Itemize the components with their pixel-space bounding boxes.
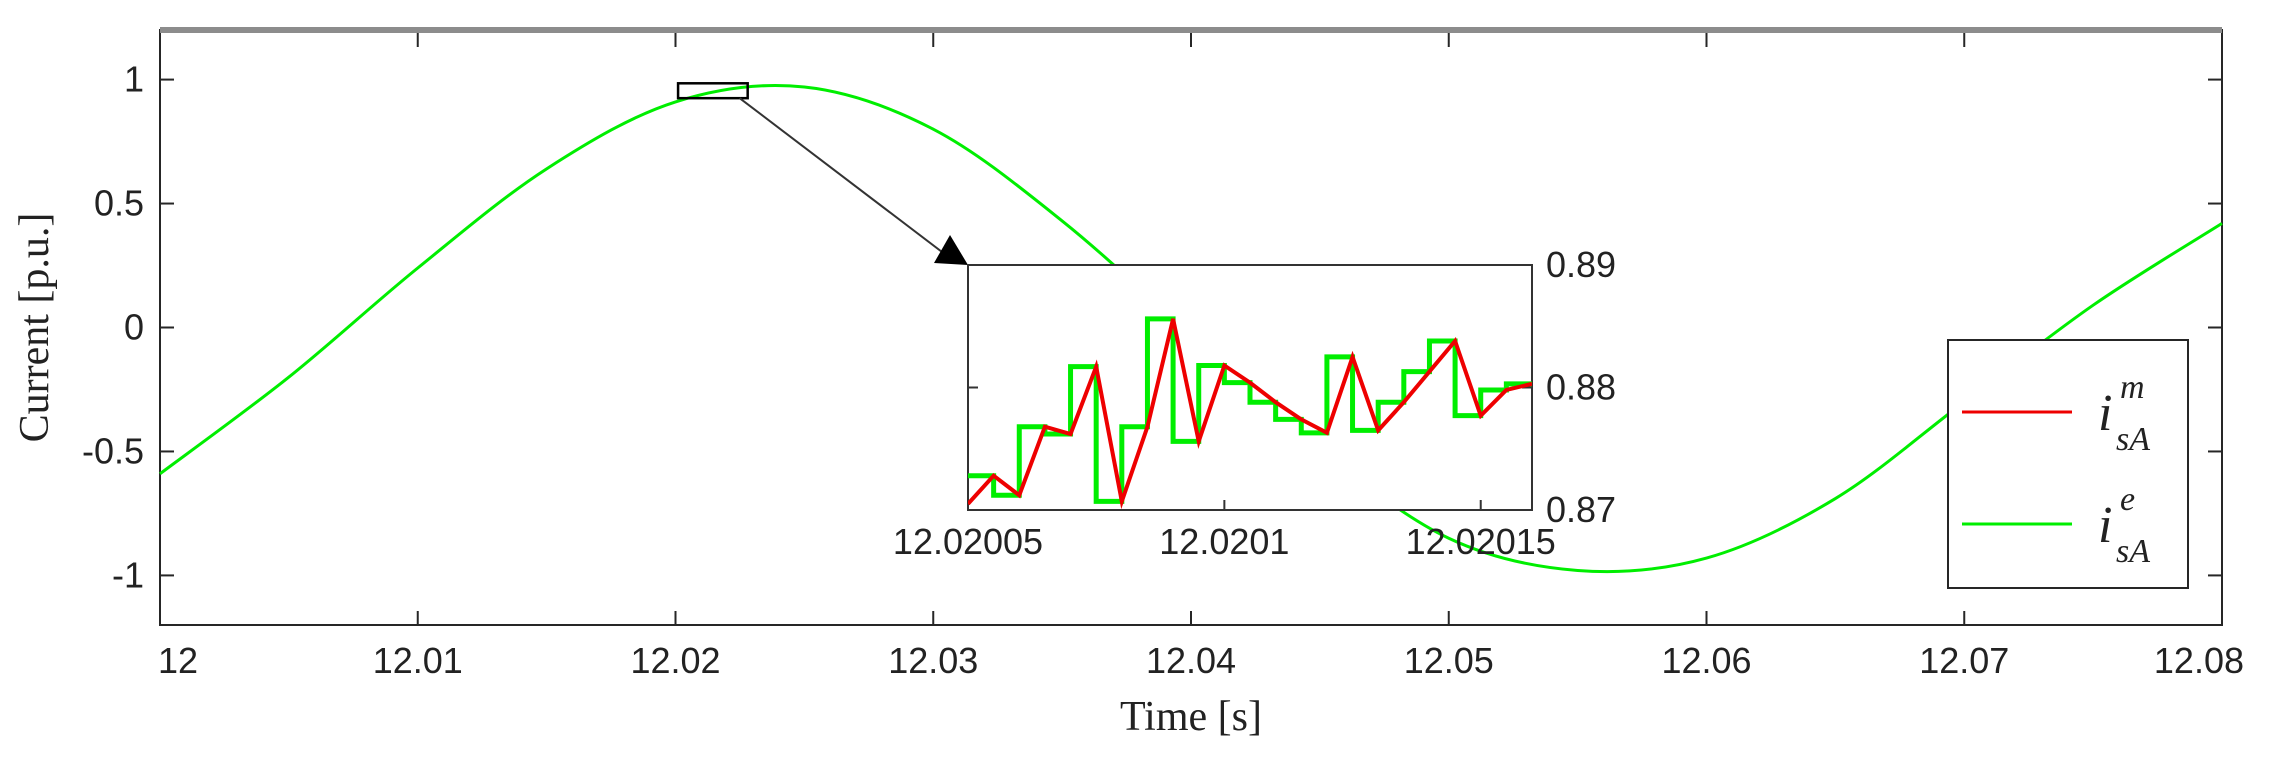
inset-plot: 0.87 0.88 0.89 12.02005 12.0201 12.02015 [893, 244, 1616, 562]
inset-y-tick-label: 0.88 [1546, 367, 1616, 408]
x-tick-label: 12.04 [1146, 640, 1236, 681]
x-tick-label: 12.07 [1919, 640, 2009, 681]
legend-label-sup: e [2120, 481, 2135, 518]
zoom-arrow [739, 97, 968, 265]
legend-label-sub: sA [2116, 421, 2150, 458]
x-tick-label: 12.05 [1404, 640, 1494, 681]
y-tick-label: -1 [112, 554, 144, 595]
y-tick-label: 0.5 [94, 183, 144, 224]
x-tick-label: 12.02 [630, 640, 720, 681]
inset-x-tick-label: 12.0201 [1159, 521, 1289, 562]
inset-y-tick-label: 0.87 [1546, 489, 1616, 530]
inset-series-line [968, 318, 1532, 510]
arrow-shaft [739, 97, 947, 256]
x-tick-label: 12 [158, 640, 198, 681]
inset-x-tick-label: 12.02015 [1406, 521, 1556, 562]
inset-x-tick-label: 12.02005 [893, 521, 1043, 562]
main-plot: 12 12.01 12.02 12.03 12.04 12.05 12.06 12.07 12.… [12, 27, 2244, 740]
legend-box [1947, 339, 2189, 589]
y-tick-label: -0.5 [82, 430, 144, 471]
legend-label-sup: m [2120, 369, 2145, 406]
inset-series-step [968, 316, 1532, 504]
arrow-head [934, 235, 968, 265]
y-tick-label: 0 [124, 307, 144, 348]
y-axis-label: Current [p.u.] [12, 213, 58, 443]
legend-label-sub: sA [2116, 533, 2150, 570]
legend-label-base: i [2098, 385, 2112, 442]
x-axis-label: Time [s] [1120, 694, 1262, 740]
x-tick-label: 12.06 [1661, 640, 1751, 681]
inset-y-tick-label: 0.89 [1546, 244, 1616, 285]
x-tick-label: 12.01 [373, 640, 463, 681]
x-tick-label: 12.03 [888, 640, 978, 681]
y-tick-label: 1 [124, 59, 144, 100]
x-tick-label: 12.08 [2154, 640, 2244, 681]
legend-label-base: i [2098, 497, 2112, 554]
zoom-region-box [676, 82, 749, 100]
